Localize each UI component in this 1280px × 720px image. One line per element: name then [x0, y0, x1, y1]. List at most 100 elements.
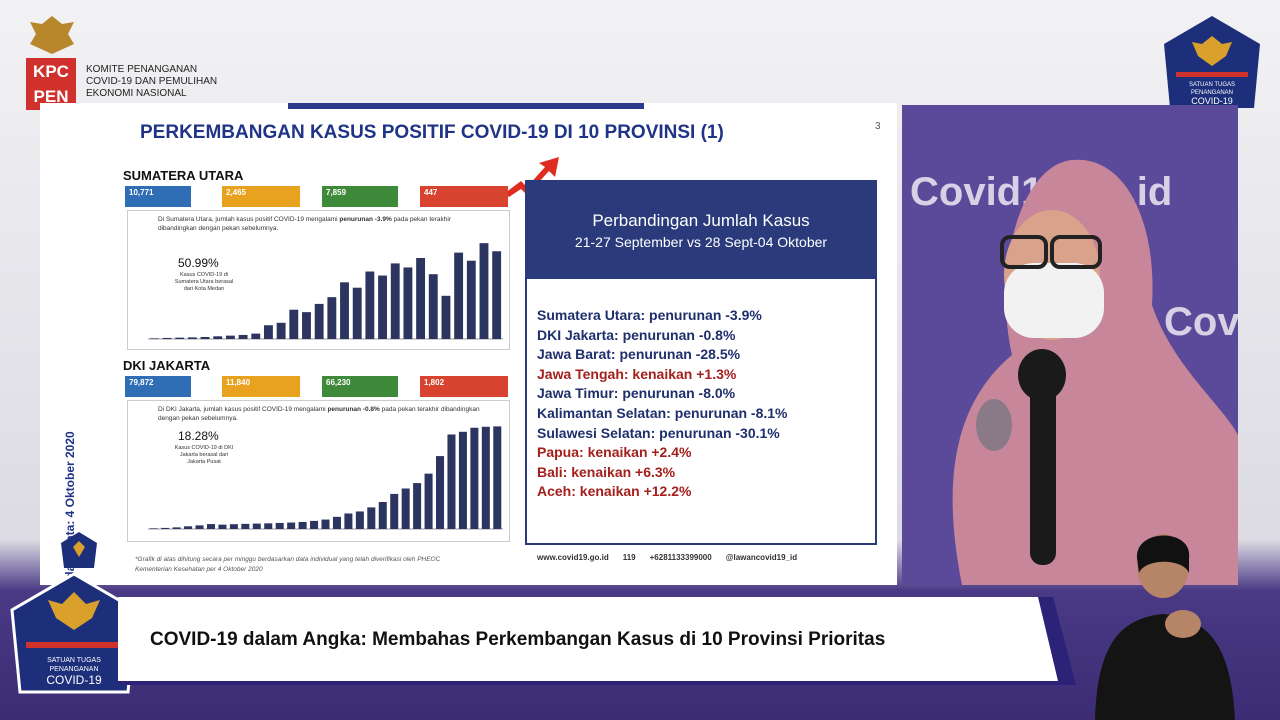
org-line: COVID-19 DAN PEMULIHAN — [86, 76, 218, 87]
badge-text: SATUAN TUGAS — [1189, 82, 1235, 88]
slide-title: PERKEMBANGAN KASUS POSITIF COVID-19 DI 1… — [140, 122, 724, 143]
bar — [492, 251, 502, 339]
bar — [241, 523, 250, 529]
bar — [378, 502, 387, 529]
bar — [314, 303, 324, 339]
bar — [238, 334, 248, 339]
stat-box: 1,802 — [420, 376, 508, 397]
bar — [172, 527, 181, 529]
kpcpen-logo: KPC PEN — [26, 16, 76, 110]
section-heading: SUMATERA UTARA — [123, 168, 244, 183]
bar — [481, 426, 490, 529]
comparison-item: Papua: kenaikan +2.4% — [537, 444, 692, 461]
bar — [184, 526, 193, 529]
footer-item: +6281133399000 — [649, 553, 712, 562]
bar — [149, 338, 159, 339]
bar — [401, 488, 410, 529]
comparison-header: Perbandingan Jumlah Kasus 21-27 Septembe… — [527, 182, 875, 279]
footnote-line: Kementerian Kesehatan per 4 Oktober 2020 — [135, 566, 263, 573]
footnote-line: *Grafik di atas dihitung secara per ming… — [135, 556, 441, 563]
bar — [149, 528, 158, 529]
watermark: Covid — [1164, 300, 1238, 344]
bar — [367, 507, 376, 529]
bar — [458, 431, 467, 529]
bar — [251, 333, 261, 339]
footer-item: www.covid19.go.id — [537, 553, 609, 562]
comparison-item: Jawa Timur: penurunan -8.0% — [537, 385, 736, 402]
bar — [195, 525, 204, 529]
bar — [225, 335, 235, 339]
bar — [298, 521, 307, 529]
bar — [447, 434, 456, 529]
bar — [213, 336, 223, 339]
logo-text: PEN — [34, 87, 69, 106]
bar — [466, 260, 476, 339]
bar — [276, 322, 286, 339]
comparison-item: Jawa Tengah: kenaikan +1.3% — [537, 365, 737, 382]
share-value: 18.28% — [178, 429, 219, 443]
stat-box: 10,771 — [125, 186, 191, 207]
note-bold: penurunan -0.8% — [327, 406, 380, 413]
org-name: KOMITE PENANGANAN COVID-19 DAN PEMULIHAN E… — [86, 64, 217, 100]
stat-box: 7,859 — [322, 186, 398, 207]
note-text: Di Sumatera Utara, jumlah kasus positif … — [158, 216, 338, 223]
note-text: pada pekan terakhir dibandingkan dengan … — [158, 216, 452, 232]
comparison-item: Jawa Barat: penurunan -28.5% — [537, 346, 741, 363]
bar — [206, 524, 215, 529]
bar — [403, 267, 413, 339]
bar-plot — [148, 243, 503, 340]
bar — [413, 483, 422, 529]
comparison-item: Sulawesi Selatan: penurunan -30.1% — [537, 424, 780, 441]
bar — [275, 522, 284, 529]
comparison-item: Aceh: kenaikan +12.2% — [537, 483, 692, 500]
org-line: EKONOMI NASIONAL — [86, 88, 187, 99]
bar — [162, 337, 172, 339]
mini-chart: Di Sumatera Utara, jumlah kasus positif … — [127, 210, 510, 350]
bar — [436, 456, 445, 529]
bar — [252, 523, 261, 529]
video-panel: Covid19.go.id Covid — [902, 105, 1238, 585]
note-text: pada pekan terakhir dibandingkan dengan … — [158, 406, 480, 422]
bar — [264, 325, 273, 339]
bar — [424, 473, 433, 529]
footer-item: 119 — [622, 553, 636, 562]
share-note: Kasus COVID-19 di DKI Jakarta berasal da… — [174, 445, 234, 465]
banner-caption: COVID-19 dalam Angka: Membahas Perkemban… — [150, 629, 885, 650]
comparison-subtitle: 21-27 September vs 28 Sept-04 Oktober — [574, 234, 828, 250]
stat-box: 2,465 — [222, 186, 300, 207]
bar — [264, 523, 273, 529]
badge-text: PENANGANAN — [1191, 90, 1233, 96]
bar — [310, 520, 319, 529]
badge-text: COVID-19 — [1191, 96, 1233, 106]
comparison-title: Perbandingan Jumlah Kasus — [592, 211, 810, 230]
bar — [390, 493, 399, 529]
bar — [175, 337, 185, 339]
stat-box: 447 — [420, 186, 508, 207]
footer-item: @lawancovid19_id — [725, 553, 798, 562]
share-note: Kasus COVID-19 di Sumatera Utara berasal… — [174, 272, 234, 292]
satgas-badge: SATUAN TUGAS PENANGANAN COVID-19 — [1164, 16, 1260, 108]
comparison-box: Perbandingan Jumlah Kasus 21-27 Septembe… — [525, 180, 877, 545]
bar — [218, 524, 227, 529]
bar — [332, 516, 341, 529]
bar — [390, 263, 400, 339]
slide-accent — [288, 103, 644, 109]
bar — [229, 524, 238, 529]
stat-box: 66,230 — [322, 376, 398, 397]
bar — [355, 511, 364, 529]
chart-note: Di Sumatera Utara, jumlah kasus positif … — [158, 215, 488, 233]
slide: PERKEMBANGAN KASUS POSITIF COVID-19 DI 1… — [40, 103, 897, 595]
bar — [161, 527, 170, 529]
logo-text: KPC — [33, 62, 69, 81]
bar — [344, 513, 353, 529]
page-number: 3 — [875, 121, 881, 132]
comparison-item: Sumatera Utara: penurunan -3.9% — [537, 307, 762, 323]
stat-box: 79,872 — [125, 376, 191, 397]
small-badge — [61, 532, 97, 568]
bar — [200, 336, 210, 339]
bar — [340, 282, 349, 339]
share-value: 50.99% — [178, 256, 219, 270]
badge-text: PENANGANAN — [49, 666, 98, 673]
bar — [454, 252, 464, 339]
